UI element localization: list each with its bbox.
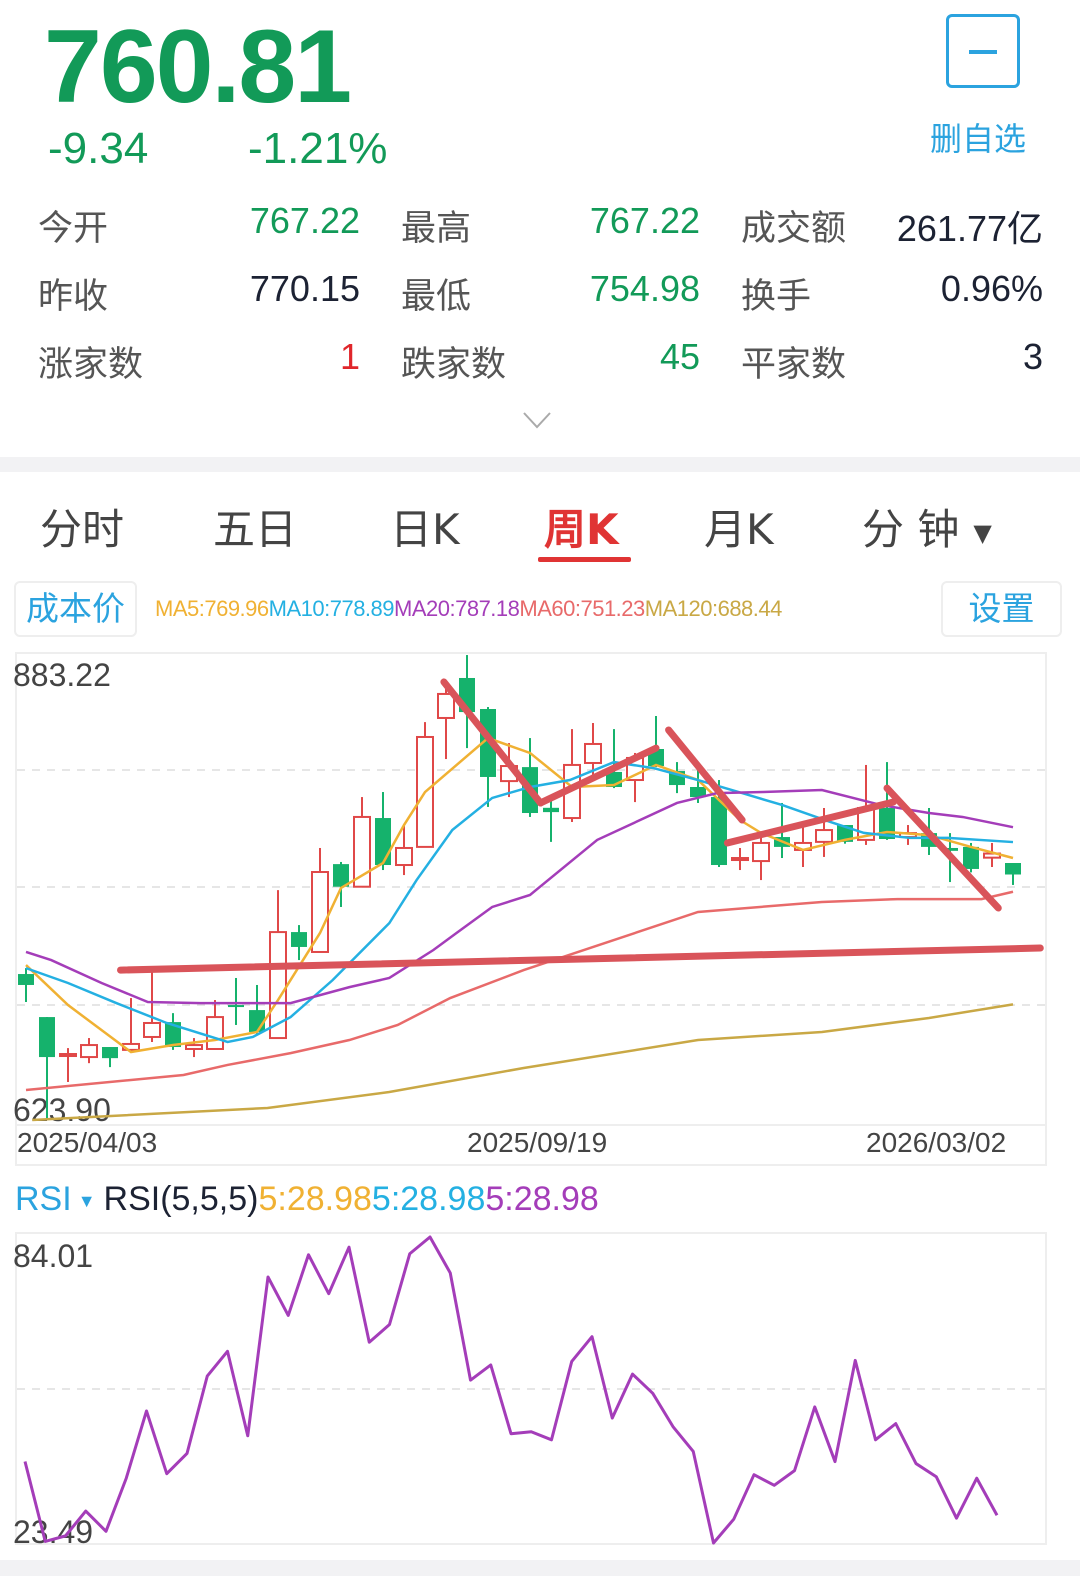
rsi-params: RSI(5,5,5) xyxy=(103,1180,259,1218)
stat-label: 平家数 xyxy=(741,345,847,385)
stat-value: 754.98 xyxy=(589,268,700,309)
y-max-label: 883.22 xyxy=(13,657,111,693)
stat-label: 最高 xyxy=(401,209,472,249)
stat-label: 最低 xyxy=(401,277,472,317)
stat-label: 成交额 xyxy=(741,209,847,249)
date-label-end: 2026/03/02 xyxy=(866,1127,1007,1158)
stat-label: 今开 xyxy=(38,209,109,249)
tab-five-day[interactable]: 五日 xyxy=(213,505,298,554)
tab-weekly-k[interactable]: 周K xyxy=(544,505,619,554)
cost-price-button[interactable]: 成本价 xyxy=(14,581,137,637)
stat-value: 45 xyxy=(659,336,700,377)
tab-intraday[interactable]: 分时 xyxy=(40,505,125,554)
rsi-values: 5:28.985:28.985:28.98 xyxy=(258,1180,598,1218)
ma-legend-item: MA60:751.23 xyxy=(519,596,645,621)
axis-divider xyxy=(17,1124,1045,1126)
stat-label: 跌家数 xyxy=(401,345,507,385)
rsi-indicator-select[interactable]: RSI xyxy=(15,1180,72,1218)
chevron-down-icon[interactable] xyxy=(522,410,552,430)
caret-down-icon[interactable]: ▼ xyxy=(77,1190,96,1211)
minus-icon xyxy=(969,50,997,54)
active-tab-indicator xyxy=(538,557,631,562)
stat-label: 涨家数 xyxy=(38,345,144,385)
tab-monthly-k[interactable]: 月K xyxy=(704,505,774,554)
kline-chart[interactable] xyxy=(15,652,1047,1166)
stat-value: 767.22 xyxy=(249,200,360,241)
rsi-value: 5:28.98 xyxy=(485,1180,599,1218)
divider xyxy=(0,1560,1080,1576)
ma-legend-item: MA120:688.44 xyxy=(644,596,783,621)
divider xyxy=(0,457,1080,472)
ma-legend-item: MA20:787.18 xyxy=(394,596,520,621)
tab-daily-k[interactable]: 日K xyxy=(390,505,460,554)
stat-value: 1 xyxy=(339,336,360,377)
rsi-chart[interactable] xyxy=(15,1232,1047,1545)
stat-label: 昨收 xyxy=(38,277,109,317)
tab-minute-label: 分 钟 xyxy=(862,505,960,554)
date-label-start: 2025/04/03 xyxy=(17,1127,158,1158)
rsi-min-label: 23.49 xyxy=(13,1514,94,1550)
ma-legend: MA5:769.96MA10:778.89MA20:787.18MA60:751… xyxy=(155,596,782,622)
rsi-value: 5:28.98 xyxy=(371,1180,486,1218)
stat-value: 770.15 xyxy=(249,268,360,309)
ma-legend-item: MA10:778.89 xyxy=(268,596,395,621)
caret-down-icon: ▼ xyxy=(973,518,992,547)
rsi-value: 5:28.98 xyxy=(258,1180,372,1218)
price-change: -9.34 xyxy=(48,124,149,173)
price-change-percent: -1.21% xyxy=(248,124,388,173)
stat-value: 261.77亿 xyxy=(896,208,1043,249)
remove-watchlist-label[interactable]: 删自选 xyxy=(930,120,1027,158)
remove-watchlist-button[interactable] xyxy=(946,14,1020,88)
y-min-label: 623.90 xyxy=(13,1092,111,1128)
stat-value: 3 xyxy=(1022,336,1043,377)
tab-minute[interactable]: 分 钟 ▼ xyxy=(862,496,992,557)
date-label-mid: 2025/09/19 xyxy=(467,1127,608,1158)
last-price: 760.81 xyxy=(44,9,352,125)
stat-label: 换手 xyxy=(741,277,812,317)
stat-value: 767.22 xyxy=(589,200,700,241)
rsi-header: RSI ▼ RSI(5,5,5)5:28.985:28.985:28.98 xyxy=(15,1180,599,1219)
settings-button[interactable]: 设置 xyxy=(941,581,1062,637)
rsi-max-label: 84.01 xyxy=(13,1238,94,1274)
ma-legend-item: MA5:769.96 xyxy=(155,596,269,621)
stat-value: 0.96% xyxy=(940,268,1043,309)
